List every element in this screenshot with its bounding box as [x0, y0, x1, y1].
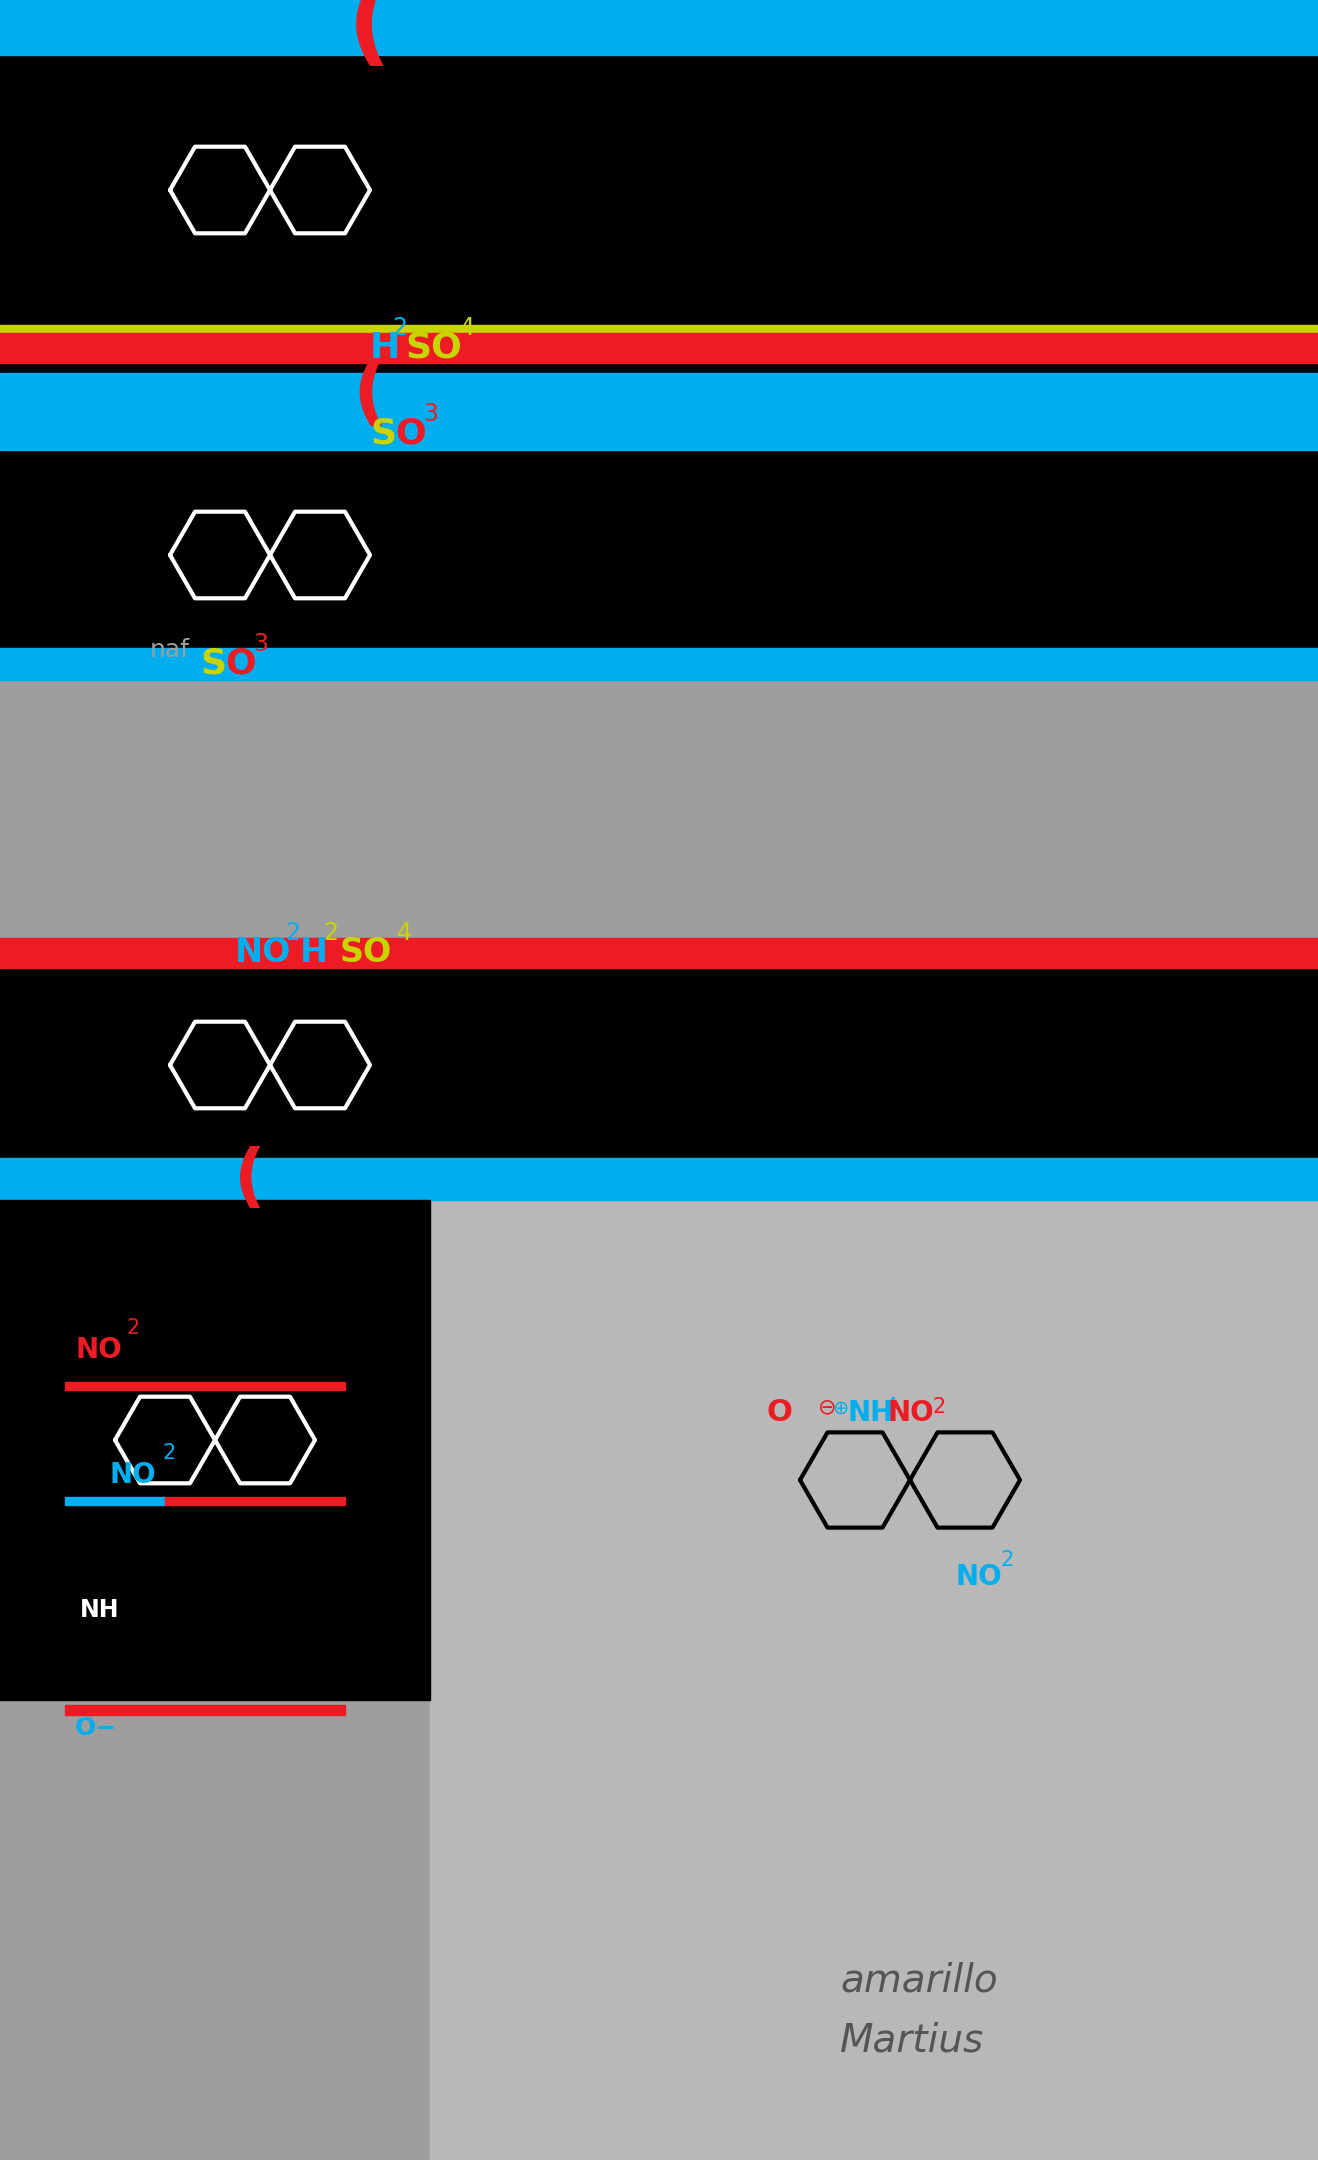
Text: 2: 2 [323, 920, 337, 946]
Text: H: H [370, 330, 401, 365]
Bar [65, 1704, 345, 1715]
Bar [0, 449, 1318, 648]
Text: 2: 2 [391, 315, 407, 339]
Text: 2: 2 [285, 920, 301, 946]
Bar [0, 968, 1318, 1158]
Text: SO3: SO3 [30, 1851, 70, 1871]
Text: 3: 3 [253, 633, 268, 657]
Text: O: O [767, 1398, 792, 1428]
Text: 3: 3 [423, 402, 438, 426]
Text: (: ( [348, 0, 391, 73]
Bar [0, 937, 1318, 968]
Text: ⊖: ⊖ [817, 1398, 836, 1417]
Text: XTWUZSGBAZWJJK-UHFFFAOYSA-N: XTWUZSGBAZWJJK-UHFFFAOYSA-N [30, 2091, 413, 2110]
Bar [0, 0, 1318, 54]
Bar [0, 374, 1318, 419]
Text: 2: 2 [933, 1398, 946, 1417]
Polygon shape [0, 1521, 65, 1601]
Bar [0, 333, 1318, 363]
Bar [0, 54, 1318, 324]
Bar [65, 1382, 345, 1391]
Text: (: ( [235, 1145, 266, 1212]
Text: NO: NO [956, 1562, 1002, 1590]
Text: H: H [301, 937, 328, 970]
Text: NO: NO [109, 1460, 157, 1488]
Text: (: ( [352, 359, 387, 432]
Text: 2: 2 [1000, 1549, 1014, 1570]
Text: naf: naf [150, 637, 190, 661]
Bar [65, 1497, 165, 1506]
Bar [0, 324, 1318, 333]
Text: 4: 4 [460, 315, 474, 339]
Text: S: S [200, 648, 227, 680]
Text: NO: NO [887, 1400, 934, 1428]
Text: O−: O− [75, 1715, 117, 1741]
Text: SO: SO [340, 937, 393, 970]
Text: O: O [395, 417, 426, 451]
Text: SO: SO [405, 330, 461, 365]
Text: 2: 2 [162, 1443, 175, 1462]
Bar [0, 1201, 430, 2160]
Bar [165, 1497, 345, 1506]
Text: naf: naf [30, 1810, 61, 1830]
Bar [430, 1201, 1318, 2160]
Text: O: O [225, 648, 256, 680]
Text: NO: NO [75, 1337, 121, 1363]
Bar [0, 648, 1318, 680]
Text: 4: 4 [397, 920, 413, 946]
Text: S: S [370, 417, 397, 451]
Text: ⊕: ⊕ [833, 1398, 849, 1417]
Bar [0, 680, 1318, 937]
Bar [0, 419, 1318, 449]
Text: 4: 4 [886, 1398, 899, 1417]
Bar [0, 1201, 430, 1700]
Text: NH: NH [80, 1598, 120, 1622]
Bar [0, 1158, 1318, 1201]
Text: 2,4-dinitro-1-naftol ammonium salt: 2,4-dinitro-1-naftol ammonium salt [30, 2130, 372, 2149]
Text: 2: 2 [127, 1318, 140, 1337]
Text: amarillo: amarillo [840, 1961, 998, 1998]
Text: NH: NH [847, 1400, 894, 1428]
Text: Martius: Martius [840, 2022, 985, 2058]
Text: NO: NO [235, 937, 291, 970]
